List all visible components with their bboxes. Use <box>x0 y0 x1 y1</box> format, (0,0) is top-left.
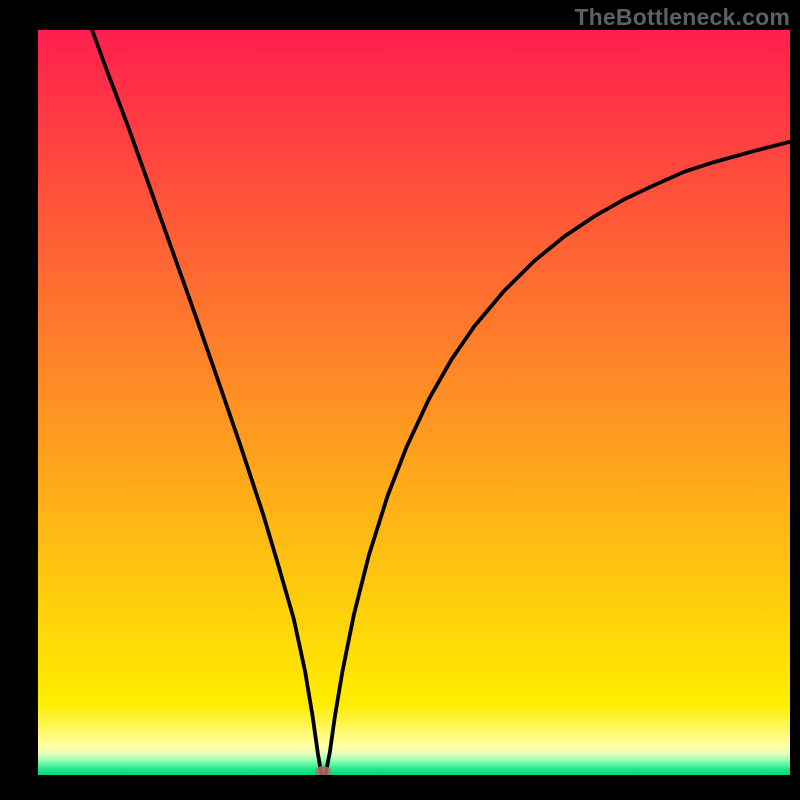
chart-background-gradient <box>38 30 790 775</box>
optimum-marker <box>315 766 331 775</box>
gradient-band <box>38 704 790 745</box>
gradient-band <box>38 745 790 752</box>
chart-plot-area <box>38 30 790 775</box>
gradient-band <box>38 769 790 775</box>
chart-frame-left <box>0 0 38 800</box>
chart-frame-right <box>790 0 800 800</box>
chart-frame-bottom <box>0 775 800 800</box>
watermark-text: TheBottleneck.com <box>574 4 790 31</box>
gradient-band <box>38 30 790 704</box>
